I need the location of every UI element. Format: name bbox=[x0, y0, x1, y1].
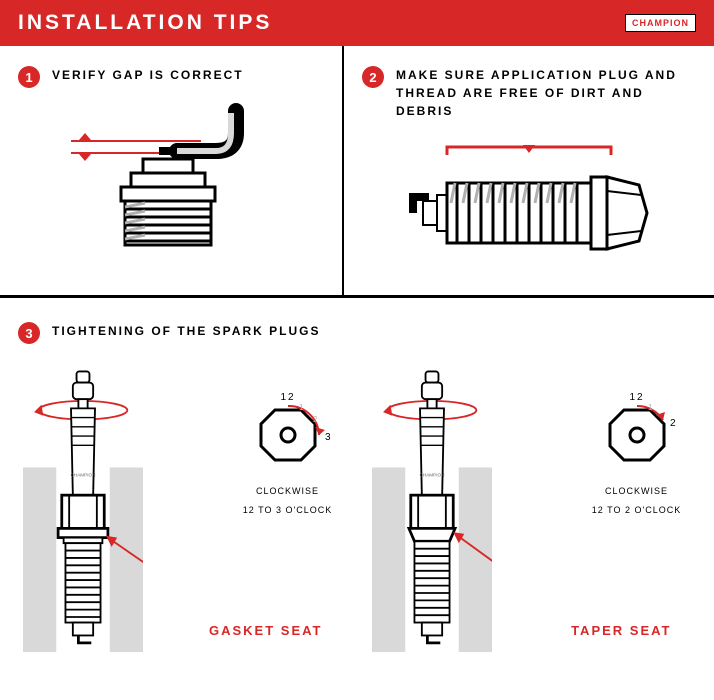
panel-step-3: 3 Tightening of the spark plugs bbox=[0, 298, 714, 674]
clock-3-label: 3 bbox=[325, 432, 333, 443]
step-3-badge: 3 bbox=[18, 322, 40, 344]
step-1-text: Verify gap is correct bbox=[52, 66, 244, 84]
gasket-rotate-label-1: CLOCKWISE bbox=[243, 485, 333, 498]
gasket-seat-label: GASKET SEAT bbox=[209, 623, 323, 638]
gasket-seat-diagram: CHAMPION bbox=[23, 354, 343, 664]
page-title: INSTALLATION TIPS bbox=[18, 11, 272, 35]
step-1-badge: 1 bbox=[18, 66, 40, 88]
thread-diagram-svg bbox=[379, 135, 679, 285]
svg-text:CHAMPION: CHAMPION bbox=[70, 473, 95, 478]
step-3-header: 3 Tightening of the spark plugs bbox=[18, 322, 696, 344]
taper-rotate-label-2: 12 TO 2 O'CLOCK bbox=[592, 504, 682, 517]
gasket-plug-svg: CHAMPION bbox=[23, 354, 143, 664]
brand-badge: CHAMPION bbox=[625, 14, 696, 32]
clock-12-label: 12 bbox=[280, 392, 295, 403]
taper-octagon-svg: 12 1 2 bbox=[592, 390, 682, 474]
step-2-header: 2 Make sure application plug and thread … bbox=[362, 66, 696, 120]
tightening-diagrams: CHAMPION bbox=[18, 354, 696, 664]
step-3-text: Tightening of the spark plugs bbox=[52, 322, 320, 340]
svg-text:1: 1 bbox=[299, 403, 305, 412]
gasket-octagon-svg: 12 1 2 3 bbox=[243, 390, 333, 474]
svg-text:2: 2 bbox=[313, 415, 319, 424]
taper-plug-svg: CHAMPION bbox=[372, 354, 492, 664]
clock-2-label: 2 bbox=[670, 418, 678, 429]
header-bar: INSTALLATION TIPS CHAMPION bbox=[0, 0, 714, 46]
taper-rotation: 12 1 2 CLOCKWISE 12 TO 2 O'CLOCK bbox=[592, 390, 682, 516]
step-1-diagram bbox=[18, 98, 324, 258]
panel-step-1: 1 Verify gap is correct bbox=[0, 46, 344, 295]
clock-12-label: 12 bbox=[629, 392, 644, 403]
svg-text:CHAMPION: CHAMPION bbox=[419, 473, 444, 478]
gasket-rotation: 12 1 2 3 CLOCKWISE 12 TO 3 O'CLOCK bbox=[243, 390, 333, 516]
panel-step-2: 2 Make sure application plug and thread … bbox=[344, 46, 714, 295]
step-2-diagram bbox=[362, 130, 696, 290]
taper-seat-label: TAPER SEAT bbox=[571, 623, 671, 638]
step-2-badge: 2 bbox=[362, 66, 384, 88]
taper-rotate-label-1: CLOCKWISE bbox=[592, 485, 682, 498]
step-2-text: Make sure application plug and thread ar… bbox=[396, 66, 696, 120]
svg-text:1: 1 bbox=[648, 403, 654, 412]
gap-diagram-svg bbox=[51, 103, 291, 253]
taper-seat-diagram: CHAMPION bbox=[372, 354, 692, 664]
step-1-header: 1 Verify gap is correct bbox=[18, 66, 324, 88]
gasket-rotate-label-2: 12 TO 3 O'CLOCK bbox=[243, 504, 333, 517]
top-section: 1 Verify gap is correct bbox=[0, 46, 714, 298]
